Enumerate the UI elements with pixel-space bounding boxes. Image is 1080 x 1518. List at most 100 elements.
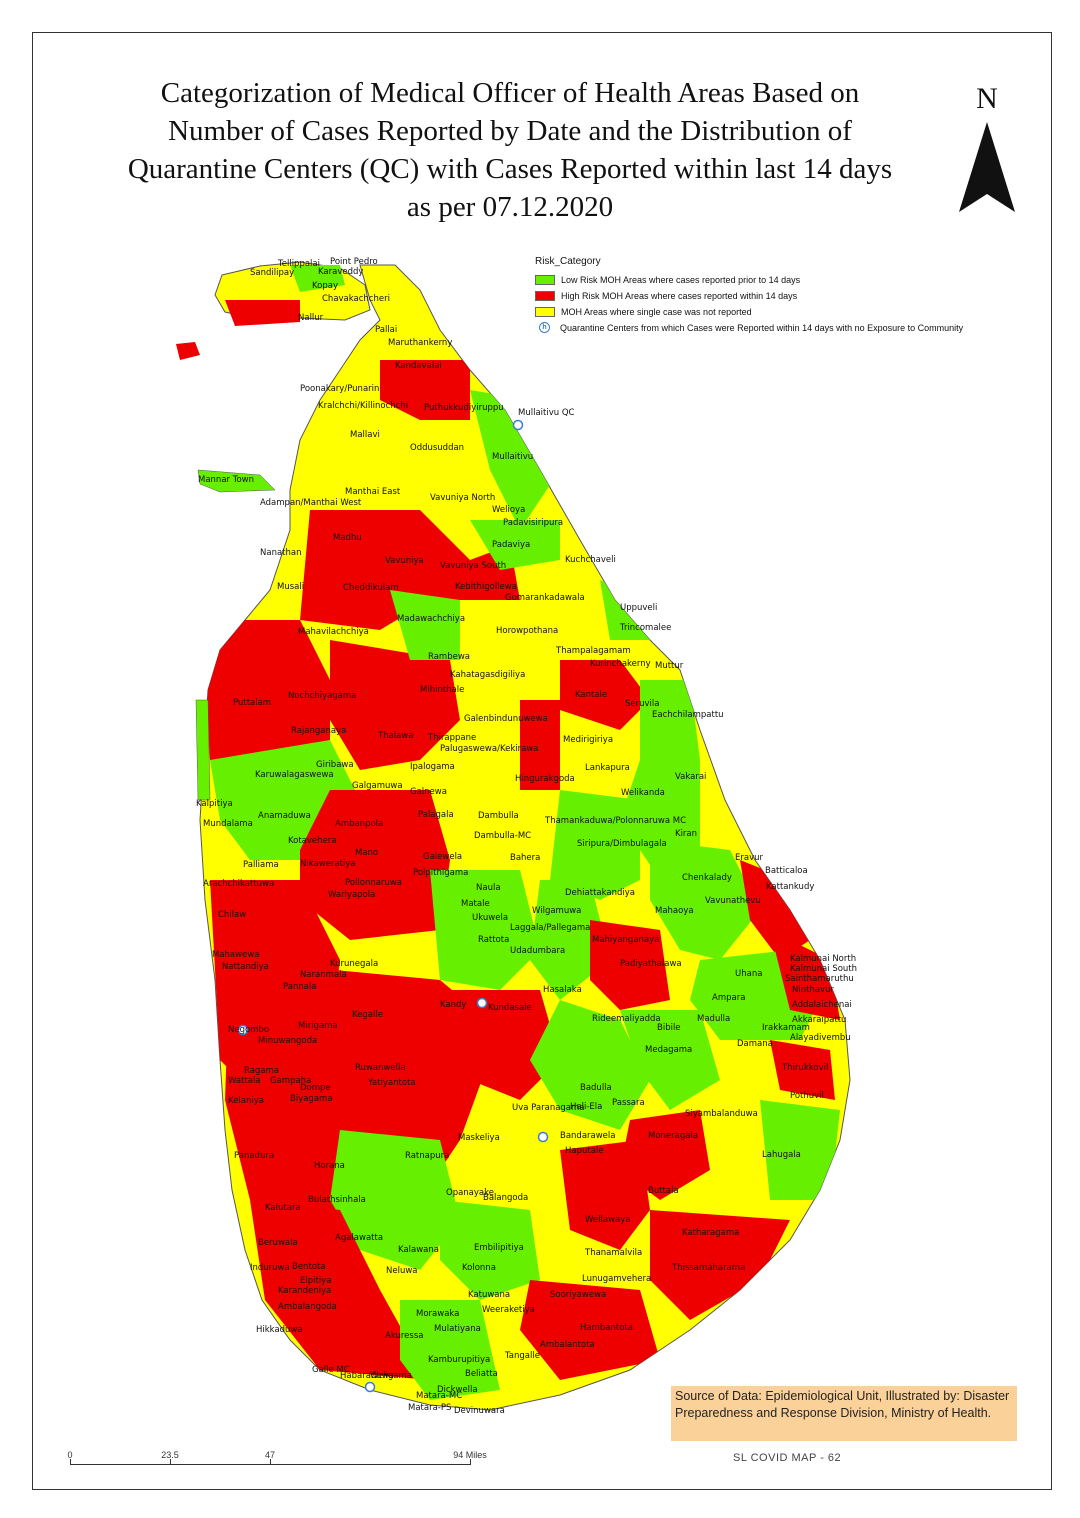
moh-area-label: Hali-Ela	[570, 1102, 602, 1112]
moh-area-label: Uhana	[735, 969, 762, 979]
region-madhu-red	[300, 510, 520, 630]
scale-label-1: 23.5	[161, 1450, 179, 1460]
moh-area-label: Nochchiyagama	[288, 691, 356, 701]
moh-area-label: Bentota	[292, 1262, 326, 1272]
region-padiyathalawa-red	[590, 920, 670, 1010]
legend-item-high-risk: High Risk MOH Areas where cases reported…	[535, 288, 1005, 303]
moh-area-label: Neluwa	[386, 1266, 418, 1276]
moh-area-label: Madhu	[333, 533, 362, 543]
moh-area-label: Trincomalee	[619, 623, 671, 633]
moh-area-label: Palliama	[243, 860, 279, 870]
moh-area-label: Kalawana	[398, 1245, 439, 1255]
moh-area-label: Karaveddy	[318, 267, 363, 277]
moh-area-label: Sainthamaruthu	[785, 974, 854, 984]
delft-island	[176, 342, 200, 360]
moh-area-label: Chilaw	[218, 910, 246, 920]
moh-area-label: Anamaduwa	[258, 811, 311, 821]
qc-marker-negombo	[237, 1024, 249, 1036]
region-thissa-red	[650, 1210, 790, 1320]
swatch-low-risk	[535, 274, 555, 285]
moh-area-label: Uva Paranagama	[512, 1103, 585, 1113]
region-buttala-red	[560, 1140, 650, 1250]
moh-area-label: Eravur	[735, 853, 763, 863]
moh-area-label: Katuwana	[468, 1290, 510, 1300]
moh-area-label: Point Pedro	[330, 257, 378, 267]
moh-area-label: Galnewa	[410, 787, 447, 797]
moh-area-label: Mahavilachchiya	[298, 627, 369, 637]
moh-area-label: Passara	[612, 1098, 645, 1108]
moh-area-label: Hambantota	[580, 1323, 633, 1333]
moh-area-label: Manthai East	[345, 487, 401, 497]
region-hingurakgoda-red	[520, 700, 560, 790]
moh-area-label: Eachchilampattu	[652, 710, 724, 720]
title-line-4: as per 07.12.2020	[406, 191, 614, 223]
title-line-3: Quarantine Centers (QC) with Cases Repor…	[127, 153, 893, 185]
moh-area-label: Kebithigollewa	[455, 582, 517, 592]
moh-area-label: Agalawatta	[335, 1233, 383, 1243]
moh-area-label: Ambalangoda	[278, 1302, 337, 1312]
title-line-1: Categorization of Medical Officer of Hea…	[160, 77, 860, 109]
moh-area-label: Kegalle	[352, 1010, 383, 1020]
north-letter: N	[976, 82, 998, 115]
moh-area-label: Kalmunai North	[790, 954, 856, 964]
region-uva-green	[530, 1000, 650, 1130]
moh-area-label: Kahatagasdigiliya	[450, 670, 525, 680]
moh-area-label: Rajanganaya	[291, 726, 346, 736]
moh-area-label: Pothuvil	[790, 1091, 824, 1101]
moh-area-label: Rambewa	[428, 652, 470, 662]
moh-area-label: Hikkaduwa	[256, 1325, 303, 1335]
moh-area-label: Damana	[737, 1039, 773, 1049]
moh-area-label: Udadumbara	[510, 946, 565, 956]
moh-area-label: Kuchchaveli	[565, 555, 616, 565]
moh-area-label: Balangoda	[483, 1193, 528, 1203]
moh-area-label: Thampalagamam	[555, 646, 631, 656]
moh-area-label: Mahawewa	[212, 950, 259, 960]
moh-area-label: Bulathsinhala	[308, 1195, 366, 1205]
moh-area-label: Rattota	[478, 935, 509, 945]
qc-marker-badulla	[537, 1131, 549, 1143]
moh-area-label: Sandilipay	[250, 268, 294, 278]
moh-area-label: Karuwalagaswewa	[255, 770, 334, 780]
moh-area-label: Ragama	[244, 1066, 279, 1076]
moh-area-label: Lunugamvehera	[582, 1274, 651, 1284]
moh-area-label: Wilgamuwa	[532, 906, 581, 916]
moh-area-label: Ambalantota	[540, 1340, 595, 1350]
legend-title: Risk_Category	[535, 256, 601, 267]
moh-area-label: Vavuniya South	[440, 561, 506, 571]
moh-area-label: Kopay	[312, 281, 338, 291]
region-embilipitiya-green	[440, 1200, 540, 1300]
moh-area-label: Hasalaka	[543, 985, 582, 995]
moh-area-label: Seruvila	[625, 699, 659, 709]
moh-area-label: Kandy	[440, 1000, 466, 1010]
moh-area-label: Alayadivembu	[790, 1033, 851, 1043]
region-ratnapura-green	[330, 1130, 460, 1270]
moh-area-label: Mannar Town	[198, 475, 254, 485]
moh-area-label: Kiran	[675, 829, 697, 839]
moh-area-label: Madulla	[697, 1014, 730, 1024]
moh-area-label: Thirappane	[427, 733, 476, 743]
moh-area-label: Batticaloa	[765, 866, 808, 876]
moh-area-label: Mundalama	[203, 819, 253, 829]
moh-area-label: Kamburupitiya	[428, 1355, 490, 1365]
kalpitiya-peninsula	[195, 699, 211, 801]
moh-area-label: Embilipitiya	[474, 1243, 524, 1253]
moh-area-label: Badulla	[580, 1083, 612, 1093]
moh-area-label: Irakkamam	[762, 1023, 810, 1033]
moh-area-label: Polpithigama	[413, 868, 468, 878]
moh-area-label: Poonakary/Punarin	[300, 384, 379, 394]
region-west-red	[200, 620, 330, 760]
moh-area-label: Bibile	[657, 1023, 681, 1033]
moh-area-label: Padiyathalawa	[620, 959, 682, 969]
qc-marker-kandy	[476, 997, 488, 1009]
moh-area-label: Pannala	[283, 982, 317, 992]
moh-area-label: Thalawa	[377, 731, 414, 741]
moh-area-label: Lahugala	[762, 1150, 801, 1160]
moh-area-label: Puthukkudiyiruppu	[424, 403, 504, 413]
moh-area-label: Pollonnaruwa	[345, 878, 402, 888]
moh-area-label: Mano	[355, 848, 378, 858]
moh-area-label: Galewela	[423, 852, 462, 862]
moh-area-label: Dehiattakandiya	[565, 888, 635, 898]
moh-area-label: Kundasale	[488, 1003, 532, 1013]
moh-area-label: Uppuveli	[620, 603, 657, 613]
